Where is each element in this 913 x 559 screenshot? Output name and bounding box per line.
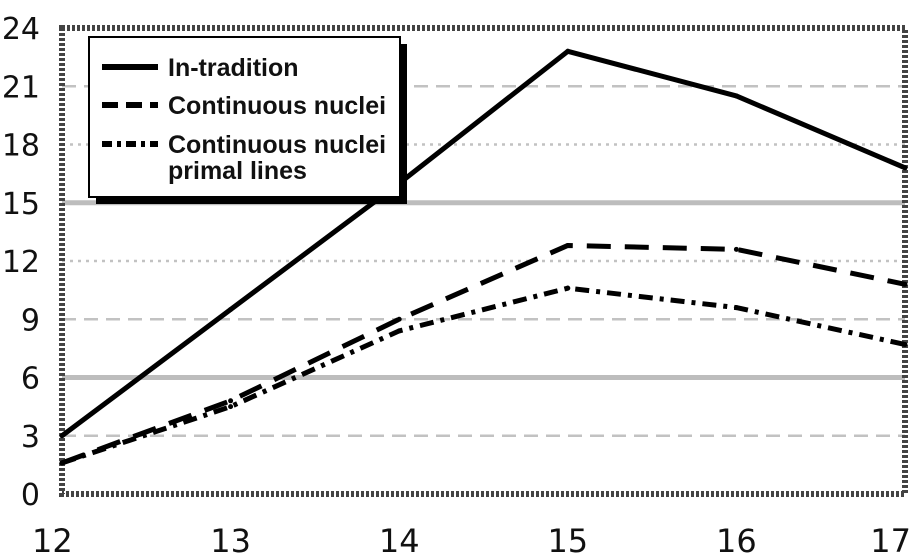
series-line-1 (60, 48, 906, 438)
series-1-point (59, 433, 65, 439)
series-3-point (902, 341, 908, 347)
y-tick-label: 15 (2, 187, 40, 222)
y-tick-label: 24 (2, 12, 40, 47)
x-tick-label: 14 (379, 522, 420, 559)
series-3-point (396, 328, 402, 334)
series-3-point (59, 460, 65, 466)
x-tick-label: 16 (716, 522, 757, 559)
series-3-point (733, 305, 739, 311)
x-tick-label: 12 (32, 522, 73, 559)
series-2-point (228, 398, 234, 404)
y-tick-label: 6 (21, 362, 40, 397)
legend: In-tradition Continuous nuclei Continuous … (88, 36, 407, 204)
y-tick-label: 12 (2, 245, 40, 280)
y-tick-label: 9 (21, 303, 40, 338)
series-2-point (565, 242, 571, 248)
series-2-point (733, 246, 739, 252)
legend-label-3: primal lines (168, 157, 307, 185)
y-tick-label: 18 (2, 129, 40, 164)
series-3-point (565, 285, 571, 291)
series-2-point (902, 281, 908, 287)
series-1-point (228, 307, 234, 313)
legend-label-2: Continuous nuclei (168, 92, 386, 120)
x-tick-label: 17 (870, 522, 911, 559)
series-1-point (902, 165, 908, 171)
y-tick-label: 0 (21, 478, 40, 513)
series-3-point (228, 404, 234, 410)
series-line-2 (61, 242, 906, 466)
series-2-point (396, 316, 402, 322)
y-tick-label: 21 (2, 70, 40, 105)
legend-label-1: In-tradition (168, 54, 299, 82)
tick-labels: 0 3 6 9 12 15 18 21 24 12 13 14 15 16 17 (2, 12, 911, 559)
x-tick-label: 15 (547, 522, 588, 559)
series-lines (59, 48, 908, 466)
series-1-point (733, 93, 739, 99)
legend-box (88, 36, 401, 198)
x-tick-label: 13 (210, 522, 251, 559)
y-tick-label: 3 (21, 420, 40, 455)
legend-label-3: Continuous nuclei (168, 131, 386, 159)
axes (59, 25, 908, 497)
plot-frame (59, 25, 908, 497)
series-line-3 (61, 285, 906, 466)
series-1-point (565, 48, 571, 54)
